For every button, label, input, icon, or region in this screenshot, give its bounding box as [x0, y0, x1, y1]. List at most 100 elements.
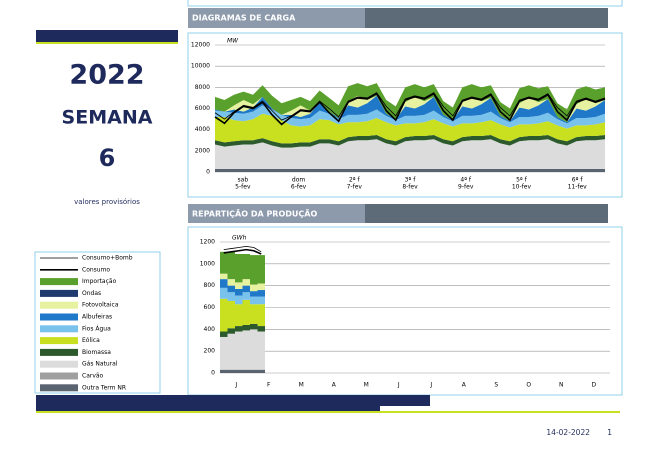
bar-segment: [235, 295, 243, 305]
bar-segment: [227, 328, 235, 334]
footer-bar: [36, 395, 380, 413]
bar-segment: [250, 291, 258, 297]
bar-segment: [227, 369, 235, 373]
footer-date: 14-02-2022: [546, 428, 590, 437]
footer-page: 1: [607, 428, 612, 437]
bar-segment: [250, 323, 258, 330]
month-label: S: [494, 382, 498, 389]
bar-segment: [220, 298, 228, 332]
bar-segment: [250, 255, 258, 285]
legend-swatch: [40, 360, 78, 368]
bar-segment: [242, 330, 250, 370]
bar-segment: [227, 251, 235, 280]
bar-segment: [220, 279, 228, 288]
legend-label: Importação: [82, 278, 117, 285]
month-label: M: [299, 382, 304, 389]
x-tick-label: 3ª f: [405, 177, 417, 184]
bar-segment: [227, 292, 235, 301]
x-tick-date: 7-fev: [347, 184, 363, 191]
bar-segment: [227, 279, 235, 286]
footer-bar: [380, 395, 430, 406]
week: 6: [99, 144, 116, 172]
bar-segment: [257, 290, 265, 297]
area: [215, 95, 605, 123]
x-tick-label: 5ª f: [516, 177, 528, 184]
area: [215, 168, 605, 172]
bar-segment: [220, 287, 228, 299]
y-tick-label: 6000: [195, 105, 210, 112]
y-tick-label: 800: [204, 282, 216, 289]
legend-label: Eólica: [82, 337, 100, 344]
bar-segment: [220, 331, 228, 337]
bar-segment: [250, 304, 258, 324]
x-tick-date: 8-fev: [402, 184, 418, 191]
month-label: M: [364, 382, 369, 389]
bar-segment: [235, 254, 243, 283]
month-label: A: [332, 382, 337, 389]
bar-segment: [242, 254, 250, 280]
bar-segment: [257, 326, 265, 332]
area: [215, 113, 605, 144]
header-right: [365, 8, 608, 28]
legend-label: Gás Natural: [82, 361, 118, 368]
y-axis-unit: GWh: [232, 235, 247, 242]
legend-swatch: [40, 325, 78, 333]
y-tick-label: 2000: [195, 147, 210, 154]
x-tick-label: 6ª f: [572, 177, 584, 184]
bar-segment: [235, 326, 243, 332]
bar-segment: [242, 299, 250, 325]
legend-label: Carvão: [82, 373, 104, 380]
y-tick-label: 1200: [200, 239, 215, 246]
bar-segment: [257, 283, 265, 291]
month-label: J: [234, 382, 237, 389]
bar-segment: [220, 251, 228, 274]
x-tick-label: sab: [238, 177, 249, 184]
legend-label: Consumo+Bomb: [82, 255, 133, 262]
section-title: REPARTIÇÃO DA PRODUÇÃO: [192, 209, 317, 219]
legend-swatch: [40, 289, 78, 297]
line: [223, 248, 262, 255]
x-tick-date: 6-fev: [291, 184, 307, 191]
bar-segment: [242, 292, 250, 300]
area: [215, 95, 605, 124]
legend-label: Consumo: [82, 266, 110, 273]
month-label: D: [591, 382, 596, 389]
x-tick-label: dom: [292, 177, 305, 184]
y-tick-label: 0: [206, 169, 210, 176]
legend-label: Fotovoltaica: [82, 302, 119, 309]
plots: 020004000600080001000012000MWsab5-fevdom…: [40, 38, 610, 392]
legend-swatch: [40, 384, 78, 392]
legend-swatch: [40, 313, 78, 321]
bar-segment: [242, 369, 250, 373]
line: [223, 245, 262, 253]
month-label: J: [397, 382, 400, 389]
section-title: DIAGRAMAS DE CARGA: [192, 14, 296, 23]
bar-segment: [257, 304, 265, 327]
area: [215, 83, 605, 123]
month-label: N: [559, 382, 564, 389]
legend-label: Fios Água: [82, 325, 111, 332]
bar-segment: [250, 296, 258, 305]
bar-segment: [235, 369, 243, 373]
month-label: F: [267, 382, 271, 389]
area: [215, 105, 605, 129]
x-tick-label: 4ª f: [460, 177, 472, 184]
legend-label: Biomassa: [82, 349, 111, 356]
note: valores provisórios: [74, 198, 140, 206]
legend-swatch: [40, 301, 78, 309]
x-tick-date: 9-fev: [458, 184, 474, 191]
bar-segment: [250, 369, 258, 373]
area: [215, 134, 605, 148]
bar-segment: [227, 333, 235, 370]
chart-box: [187, 32, 623, 198]
bar-segment: [257, 331, 265, 370]
header-right: [365, 204, 608, 223]
legend-swatch: [40, 337, 78, 345]
footer-accent: [36, 411, 620, 413]
month-label: J: [429, 382, 432, 389]
y-tick-label: 0: [211, 370, 215, 377]
left-accent: [36, 42, 178, 44]
x-tick-label: 2ª f: [349, 177, 361, 184]
bar-segment: [250, 284, 258, 292]
bar-segment: [235, 282, 243, 289]
